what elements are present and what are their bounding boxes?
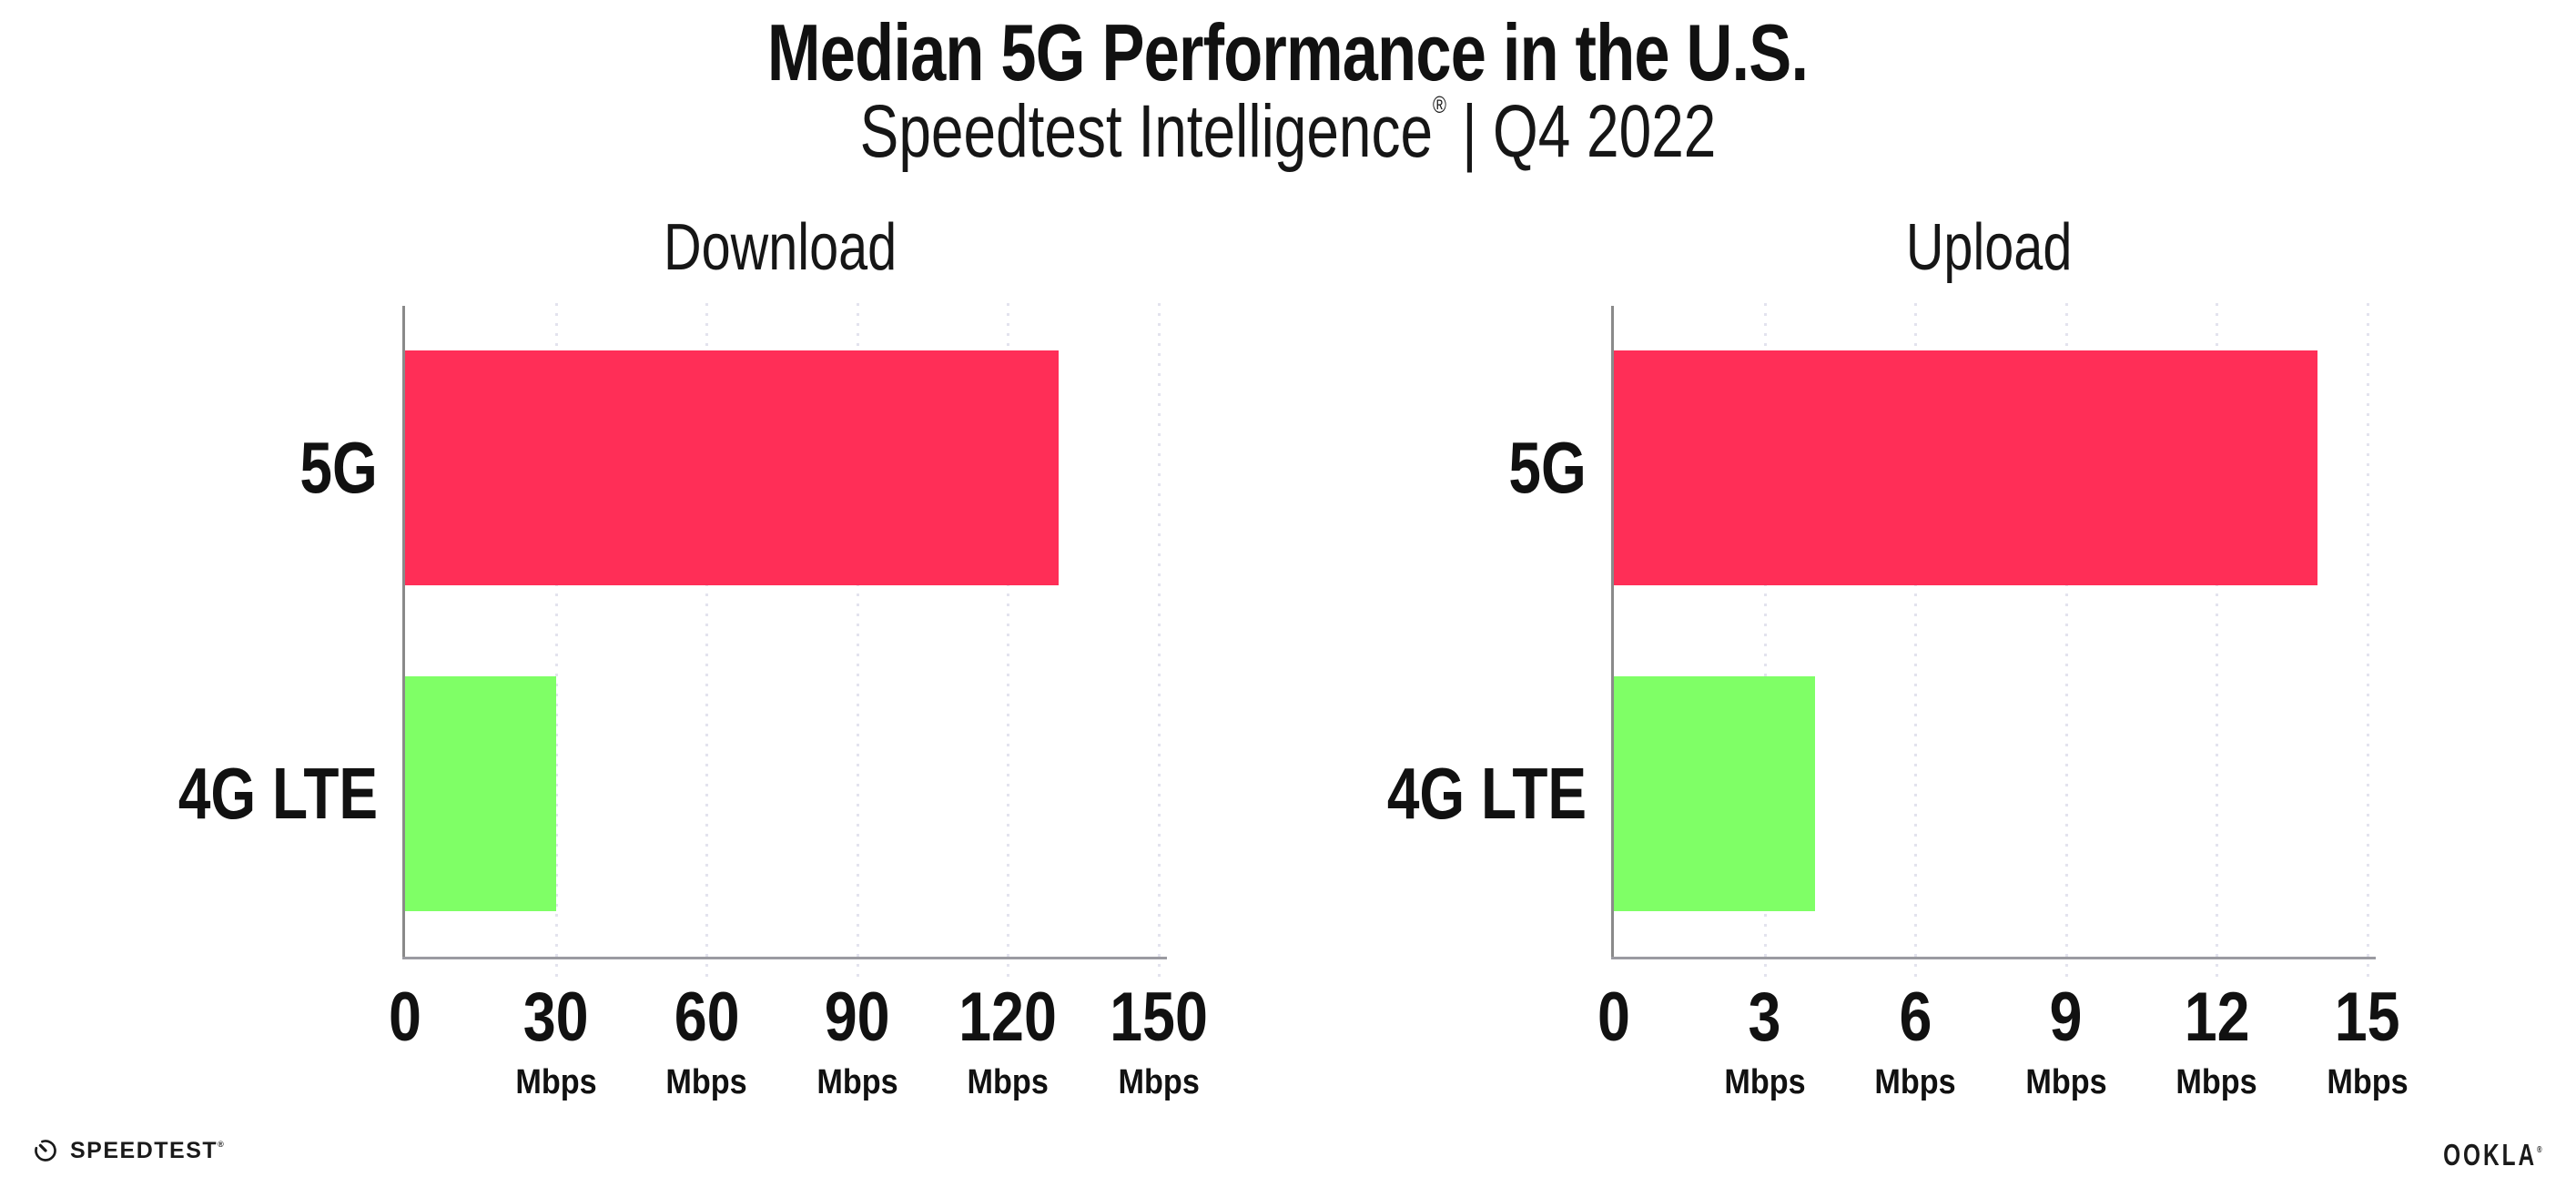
category-label: 4G LTE (1386, 753, 1587, 834)
x-tick-unit: Mbps (1874, 1063, 1956, 1101)
x-tick-unit: Mbps (2175, 1063, 2258, 1101)
speedtest-logo: SPEEDTEST® (33, 1138, 224, 1163)
ookla-registered-mark: ® (2537, 1145, 2542, 1155)
x-tick-value: 150 (1110, 979, 1208, 1056)
speedtest-wordmark: SPEEDTEST® (70, 1137, 224, 1163)
download-chart: Download 5G 4G LTE 0 30 Mbps 60 Mbps 90 Mbps 120 M… (178, 215, 1208, 1100)
x-tick: 6 Mbps (1871, 979, 1961, 1101)
x-tick: 30 Mbps (511, 979, 601, 1101)
bar-5g (1614, 350, 2317, 585)
gridline (1914, 303, 1918, 979)
download-chart-title: Download (664, 211, 898, 284)
x-tick: 90 Mbps (812, 979, 902, 1101)
x-tick-unit: Mbps (2327, 1063, 2409, 1101)
bar-5g (405, 350, 1059, 585)
x-tick-unit: Mbps (967, 1063, 1050, 1101)
page-subtitle: Speedtest Intelligence® | Q4 2022 (0, 90, 2576, 173)
x-tick-value: 15 (2335, 979, 2400, 1056)
x-tick-unit: Mbps (1723, 1063, 1806, 1101)
x-tick-value: 9 (2049, 979, 2083, 1056)
x-tick-value: 3 (1748, 979, 1781, 1056)
subtitle-brand: Speedtest Intelligence (859, 90, 1434, 173)
bar-4g-lte (1614, 676, 1815, 911)
category-label: 4G LTE (177, 753, 378, 834)
x-tick-value: 90 (824, 979, 890, 1056)
x-tick-value: 60 (674, 979, 740, 1056)
gridline (1007, 303, 1010, 979)
x-tick-unit: Mbps (816, 1063, 898, 1101)
bar-4g-lte (405, 676, 556, 911)
x-tick: 120 Mbps (950, 979, 1066, 1101)
page-title: Median 5G Performance in the U.S. (0, 7, 2576, 97)
x-tick-unit: Mbps (2025, 1063, 2107, 1101)
x-tick-value: 12 (2184, 979, 2250, 1056)
gridline (705, 303, 709, 979)
subtitle-period: Q4 2022 (1492, 90, 1717, 173)
x-tick-value: 6 (1899, 979, 1932, 1056)
gridline (2216, 303, 2219, 979)
x-tick: 60 Mbps (662, 979, 752, 1101)
gridline (554, 303, 558, 979)
gridline (1158, 303, 1161, 979)
x-axis (402, 957, 1167, 959)
x-tick-value: 0 (1597, 979, 1630, 1056)
speedtest-registered-mark: ® (218, 1139, 224, 1149)
x-tick-value: 0 (389, 979, 421, 1056)
x-tick: 0 (1595, 983, 1633, 1052)
x-tick: 9 Mbps (2021, 979, 2111, 1101)
category-label: 5G (1508, 427, 1587, 508)
gridline (2367, 303, 2369, 979)
registered-mark: ® (1433, 91, 1447, 118)
x-tick-value: 30 (522, 979, 589, 1056)
gridline (1763, 303, 1767, 979)
gridline (856, 303, 859, 979)
x-tick: 12 Mbps (2172, 979, 2262, 1101)
x-axis (1611, 957, 2376, 959)
gridline (2064, 303, 2068, 979)
x-tick: 3 Mbps (1719, 979, 1810, 1101)
x-tick-value: 120 (958, 979, 1058, 1056)
page-title-text: Median 5G Performance in the U.S. (767, 7, 1809, 97)
subtitle-separator: | (1462, 90, 1477, 173)
x-tick: 150 Mbps (1101, 979, 1217, 1101)
x-tick-unit: Mbps (665, 1063, 747, 1101)
upload-chart-title: Upload (1906, 211, 2073, 284)
speedtest-gauge-icon (35, 1140, 56, 1161)
category-label: 5G (299, 427, 378, 508)
x-tick-unit: Mbps (1118, 1063, 1200, 1101)
upload-chart: Upload 5G 4G LTE 0 3 Mbps 6 Mbps 9 Mbps 12 Mbps 15 M… (1387, 215, 2409, 1100)
x-tick: 15 Mbps (2322, 979, 2412, 1101)
ookla-wordmark: OOKLA (2443, 1138, 2538, 1172)
ookla-logo: OOKLA® (2409, 1140, 2542, 1170)
x-tick: 0 (386, 983, 424, 1052)
x-tick-unit: Mbps (514, 1063, 597, 1101)
